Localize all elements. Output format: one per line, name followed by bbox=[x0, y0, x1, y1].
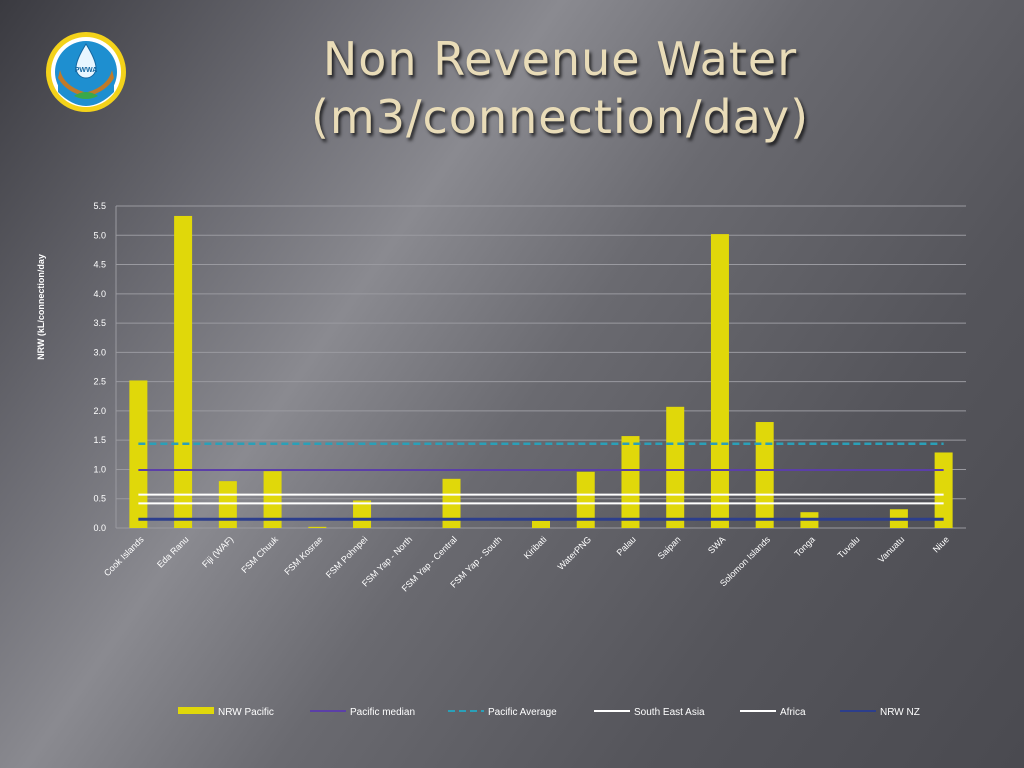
bar-fsm-kosrae bbox=[308, 526, 327, 528]
bar-fsm-chuuk bbox=[263, 471, 282, 528]
y-tick-label: 0.0 bbox=[93, 523, 106, 533]
y-tick-label: 1.0 bbox=[93, 464, 106, 474]
bar-saipan bbox=[666, 406, 685, 528]
bar-kiribati bbox=[532, 520, 550, 528]
x-tick-label: Tuvalu bbox=[836, 534, 862, 560]
pwwa-logo: PWWA bbox=[46, 32, 126, 112]
y-tick-label: 3.0 bbox=[93, 347, 106, 357]
legend-label: Pacific median bbox=[350, 707, 415, 718]
bar-fiji-waf- bbox=[218, 481, 237, 528]
y-tick-label: 4.5 bbox=[93, 260, 106, 270]
x-tick-label: Eda Ranu bbox=[155, 534, 190, 569]
y-tick-label: 5.5 bbox=[93, 201, 106, 211]
y-tick-label: 2.0 bbox=[93, 406, 106, 416]
y-tick-label: 4.0 bbox=[93, 289, 106, 299]
x-tick-label: SWA bbox=[706, 534, 727, 555]
y-tick-label: 0.5 bbox=[93, 494, 106, 504]
x-tick-label: FSM Chuuk bbox=[239, 534, 280, 575]
y-tick-label: 5.0 bbox=[93, 230, 106, 240]
legend-label: Pacific Average bbox=[488, 707, 557, 718]
x-tick-label: Niue bbox=[931, 534, 951, 554]
x-tick-label: Kiribati bbox=[522, 534, 549, 561]
y-tick-label: 1.5 bbox=[93, 435, 106, 445]
title-line-1: Non Revenue Water bbox=[322, 32, 798, 86]
legend-label: South East Asia bbox=[634, 707, 705, 718]
legend-label: NRW Pacific bbox=[218, 707, 274, 718]
x-tick-label: Fiji (WAF) bbox=[200, 534, 235, 569]
y-tick-label: 2.5 bbox=[93, 377, 106, 387]
bar-fsm-pohnpei bbox=[353, 500, 372, 528]
x-tick-label: WaterPNG bbox=[556, 534, 594, 572]
bar-solomon-islands bbox=[755, 422, 774, 528]
x-tick-label: Vanuatu bbox=[876, 534, 906, 564]
x-tick-label: Palau bbox=[615, 534, 638, 557]
x-tick-label: FSM Kosrae bbox=[282, 534, 324, 576]
y-tick-label: 3.5 bbox=[93, 318, 106, 328]
bar-palau bbox=[621, 436, 640, 528]
bar-cook-islands bbox=[129, 380, 148, 528]
x-tick-label: FSM Pohnpei bbox=[324, 534, 370, 580]
title-line-2: (m3/connection/day) bbox=[310, 90, 810, 144]
x-tick-label: Cook Islands bbox=[102, 534, 146, 578]
bar-waterpng bbox=[576, 471, 595, 528]
bar-niue bbox=[934, 452, 953, 528]
svg-text:PWWA: PWWA bbox=[75, 67, 98, 74]
y-axis-title: NRW (kL/connection/day bbox=[36, 254, 46, 360]
x-tick-label: Saipan bbox=[656, 534, 683, 561]
legend-swatch-nrw-pacific bbox=[178, 707, 214, 714]
bar-swa bbox=[710, 234, 729, 529]
bar-eda-ranu bbox=[174, 215, 193, 528]
x-tick-label: Tonga bbox=[792, 534, 816, 558]
legend-label: NRW NZ bbox=[880, 707, 920, 718]
legend-label: Africa bbox=[780, 707, 806, 718]
slide-title: Non Revenue Water (m3/connection/day) bbox=[180, 30, 940, 146]
